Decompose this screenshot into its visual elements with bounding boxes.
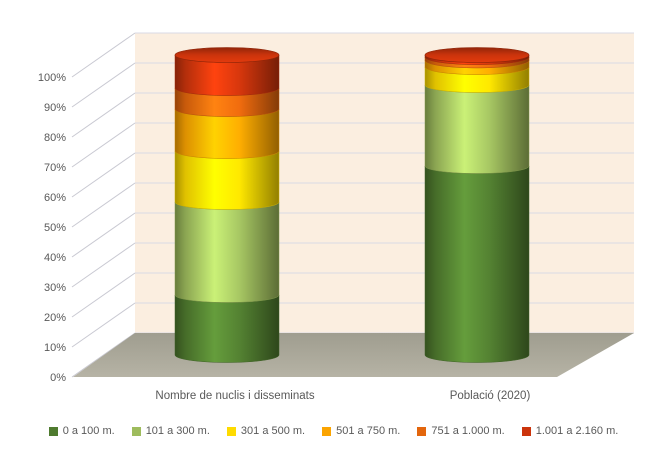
y-axis-tick-label: 100% [38,72,66,84]
cylinder-top-disc [424,47,530,63]
legend-item: 1.001 a 2.160 m. [521,425,619,437]
legend-label: 1.001 a 2.160 m. [535,425,619,437]
legend-label: 751 a 1.000 m. [431,425,505,437]
y-axis-tick-label: 70% [44,162,66,174]
legend-swatch-icon [48,426,58,436]
y-axis-tick-label: 30% [44,282,66,294]
cylinder-top-disc [174,47,280,63]
legend-item: 301 a 500 m. [226,425,306,437]
cylinder-bar [424,47,530,363]
cylinder-segment [174,201,280,303]
legend-swatch-icon [521,426,531,436]
cylinder-segment [424,165,530,363]
y-axis-tick-label: 10% [44,342,66,354]
category-label: Nombre de nuclis i disseminats [155,390,314,402]
legend-label: 0 a 100 m. [62,425,115,437]
cylinder-segment [424,84,530,174]
cylinder-bar [174,47,280,363]
y-axis-tick-label: 90% [44,102,66,114]
y-axis-labels: 0% 10% 20% 30% 40% 50% 60% 70% 80% 90% 100% [38,72,66,384]
legend-label: 101 a 300 m. [145,425,210,437]
legend-item: 101 a 300 m. [131,425,210,437]
axis-tick-lines [71,32,136,378]
legend-swatch-icon [417,426,427,436]
y-axis-tick-label: 40% [44,252,66,264]
y-axis-tick-label: 80% [44,132,66,144]
legend-swatch-icon [322,426,332,436]
legend: 0 a 100 m. 101 a 300 m. 301 a 500 m. 501 a … [0,417,667,445]
legend-label: 301 a 500 m. [240,425,306,437]
legend-item: 751 a 1.000 m. [417,425,505,437]
legend-swatch-icon [131,426,141,436]
category-labels: Nombre de nuclis i disseminats Població (… [155,390,530,402]
y-axis-tick-label: 20% [44,312,66,324]
legend-item: 0 a 100 m. [48,425,115,437]
category-label: Població (2020) [450,390,531,402]
y-axis-tick-label: 0% [50,372,66,384]
cylinder-segment [174,150,280,210]
y-axis-tick-label: 50% [44,222,66,234]
cylinder-segment [174,294,280,363]
legend-item: 501 a 750 m. [322,425,400,437]
floor [73,333,634,377]
legend-swatch-icon [226,426,236,436]
legend-label: 501 a 750 m. [336,425,401,437]
plot-canvas: 0% 10% 20% 30% 40% 50% 60% 70% 80% 90% 100% Nombre … [38,32,634,402]
y-axis-tick-label: 60% [44,192,66,204]
